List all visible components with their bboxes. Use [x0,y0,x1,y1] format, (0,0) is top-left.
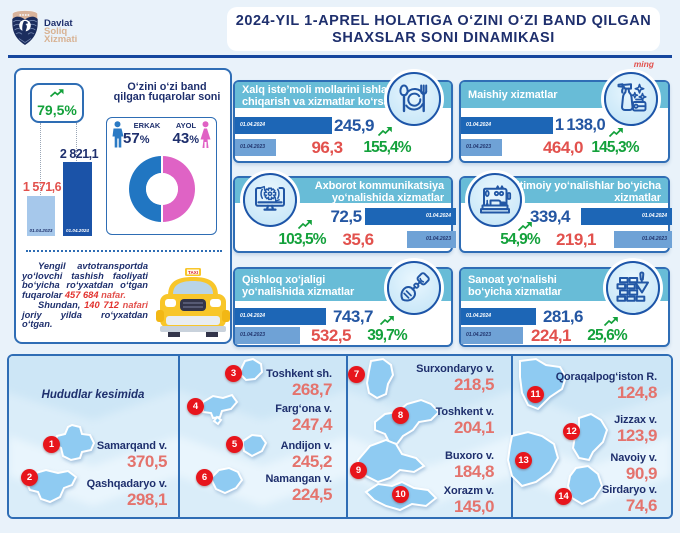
svg-text:TAXI: TAXI [188,270,198,275]
